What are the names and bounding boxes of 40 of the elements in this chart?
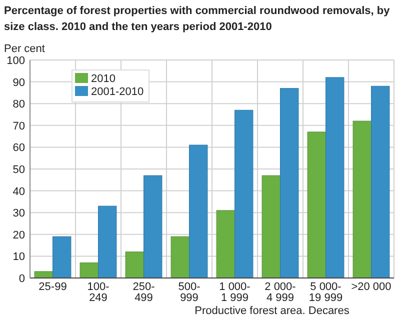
- bar: [125, 252, 144, 278]
- x-tick-label: 5 000- 19 999: [308, 281, 343, 304]
- legend-label: 2001-2010: [91, 86, 144, 98]
- bar: [307, 132, 326, 278]
- legend-label: 2010: [91, 73, 116, 85]
- y-tick-label: 40: [12, 186, 25, 198]
- y-tick-label: 60: [12, 142, 25, 154]
- y-tick-label: 80: [12, 98, 25, 111]
- bar: [189, 144, 208, 278]
- bar: [216, 210, 235, 278]
- y-tick-label: 100: [6, 55, 25, 67]
- y-tick-label: 90: [12, 76, 25, 89]
- y-tick-label: 0: [18, 273, 25, 285]
- y-tick-label: 70: [12, 120, 25, 132]
- y-tick-label: 20: [12, 229, 25, 242]
- bar: [80, 262, 98, 278]
- bar: [326, 77, 344, 278]
- chart-title: Percentage of forest properties with commercial roundwood removals, by size class. 2010 and the ten years period 2001-2010: [4, 5, 391, 33]
- bar: [371, 86, 390, 278]
- bar: [98, 206, 117, 278]
- y-tick-label: 30: [12, 208, 25, 220]
- y-tick-label: 50: [12, 164, 25, 176]
- y-axis-title: Per cent: [4, 43, 45, 55]
- x-tick-label: 100- 249: [87, 281, 110, 304]
- bar: [144, 175, 162, 278]
- bar: [352, 120, 372, 278]
- y-tick-label: 10: [12, 251, 25, 264]
- x-tick-label: >20 000: [351, 281, 392, 293]
- x-tick-label: 500- 999: [178, 281, 201, 304]
- bar: [280, 88, 299, 278]
- bar: [34, 271, 53, 278]
- bar: [52, 236, 72, 278]
- x-tick-label: 25-99: [38, 281, 67, 293]
- bar: [262, 175, 280, 278]
- x-axis-title: Productive forest area. Decares: [194, 305, 350, 317]
- x-tick-label: 1 000- 1 999: [219, 281, 251, 304]
- x-tick-label: 250- 499: [132, 281, 156, 304]
- bar: [234, 110, 254, 278]
- bar: [170, 236, 190, 278]
- x-tick-label: 2 000- 4 999: [264, 281, 296, 304]
